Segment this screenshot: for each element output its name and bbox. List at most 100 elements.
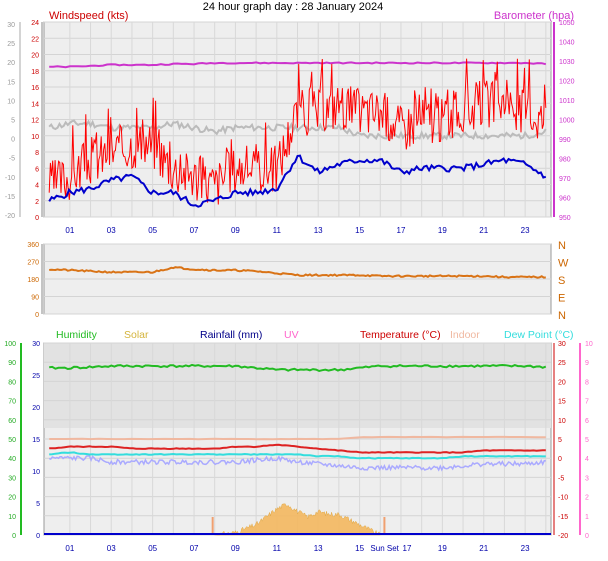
temp-tick-label: -20 bbox=[558, 533, 568, 540]
legend-item: Dew Point (°C) bbox=[504, 329, 574, 341]
temp-tick-label: 25 bbox=[558, 360, 566, 367]
temp-tick-label: 30 bbox=[558, 341, 566, 348]
grey-series-line bbox=[48, 119, 547, 141]
page-title: 24 hour graph day : 28 January 2024 bbox=[203, 1, 383, 13]
rain-tick-label: 0 bbox=[36, 533, 40, 540]
x-tick-label: 09 bbox=[231, 544, 240, 553]
temp-tick-label: -15 bbox=[558, 514, 568, 521]
compass-label: S bbox=[558, 275, 565, 287]
humidity-tick-label: 80 bbox=[8, 379, 16, 386]
wind-tick-label: 10 bbox=[31, 134, 39, 141]
x-tick-label: 03 bbox=[107, 544, 116, 553]
x-tick-label: 11 bbox=[273, 226, 282, 235]
legend-item: Temperature (°C) bbox=[360, 329, 441, 341]
uv-tick-label: 5 bbox=[585, 437, 589, 444]
sunset-label: Sun Set bbox=[370, 544, 399, 553]
x-tick-label: 03 bbox=[107, 226, 116, 235]
legend-item: Humidity bbox=[56, 329, 98, 341]
legend-item: Rainfall (mm) bbox=[200, 329, 262, 341]
wind-tick-label: 22 bbox=[31, 36, 39, 43]
baro-tick-label: 980 bbox=[559, 157, 571, 164]
outer-tick-label: 20 bbox=[7, 60, 15, 67]
baro-tick-label: 1050 bbox=[559, 20, 575, 27]
rain-tick-label: 10 bbox=[32, 469, 40, 476]
x-tick-label: 19 bbox=[438, 544, 447, 553]
outer-tick-label: 30 bbox=[7, 22, 15, 29]
uv-tick-label: 10 bbox=[585, 341, 593, 348]
outer-tick-label: 5 bbox=[11, 118, 15, 125]
x-tick-label: 09 bbox=[231, 226, 240, 235]
humidity-tick-label: 20 bbox=[8, 495, 16, 502]
rain-tick-label: 5 bbox=[36, 501, 40, 508]
x-tick-label: 21 bbox=[479, 226, 488, 235]
humidity-tick-label: 0 bbox=[12, 533, 16, 540]
x-tick-label: 17 bbox=[397, 226, 406, 235]
x-tick-label: 23 bbox=[521, 226, 530, 235]
compass-label: E bbox=[558, 293, 565, 305]
x-tick-label: 05 bbox=[148, 226, 157, 235]
x-tick-label: 05 bbox=[148, 544, 157, 553]
uv-tick-label: 4 bbox=[585, 456, 589, 463]
baro-tick-label: 1030 bbox=[559, 59, 575, 66]
x-tick-label: 11 bbox=[273, 544, 282, 553]
temp-tick-label: 5 bbox=[558, 437, 562, 444]
wind-tick-label: 2 bbox=[35, 199, 39, 206]
uv-tick-label: 6 bbox=[585, 418, 589, 425]
wind-barometer-panel: 302520151050-5-10-15-2024222018161412108… bbox=[5, 10, 575, 235]
temp-tick-label: 10 bbox=[558, 418, 566, 425]
legend-item: Indoor bbox=[450, 329, 480, 341]
humidity-tick-label: 60 bbox=[8, 418, 16, 425]
humidity-tick-label: 70 bbox=[8, 399, 16, 406]
x-tick-label: 13 bbox=[314, 226, 323, 235]
barometer-line bbox=[49, 61, 547, 69]
uv-tick-label: 1 bbox=[585, 514, 589, 521]
x-tick-label: 21 bbox=[479, 544, 488, 553]
baro-tick-label: 960 bbox=[559, 196, 571, 203]
compass-label: W bbox=[558, 258, 569, 270]
x-tick-label: 15 bbox=[355, 226, 364, 235]
humidity-line bbox=[49, 363, 547, 373]
wind-gust-line bbox=[48, 58, 547, 205]
direction-tick-label: 180 bbox=[27, 277, 39, 284]
wind-tick-label: 14 bbox=[31, 101, 39, 108]
wind-tick-label: 18 bbox=[31, 69, 39, 76]
compass-label: N bbox=[558, 310, 566, 322]
baro-tick-label: 1040 bbox=[559, 40, 575, 47]
direction-tick-label: 90 bbox=[31, 295, 39, 302]
x-tick-label: 23 bbox=[521, 544, 530, 553]
wind-direction-line bbox=[49, 266, 546, 279]
x-tick-label: 07 bbox=[190, 226, 199, 235]
uv-tick-label: 8 bbox=[585, 379, 589, 386]
uv-tick-label: 0 bbox=[585, 533, 589, 540]
uv-tick-label: 7 bbox=[585, 399, 589, 406]
temperature-line bbox=[49, 443, 546, 454]
x-tick-label: 19 bbox=[438, 226, 447, 235]
outer-tick-label: -5 bbox=[9, 156, 15, 163]
humidity-tick-label: 50 bbox=[8, 437, 16, 444]
uv-tick-label: 3 bbox=[585, 475, 589, 482]
baro-tick-label: 1010 bbox=[559, 98, 575, 105]
legend-item: Solar bbox=[124, 329, 149, 341]
baro-tick-label: 950 bbox=[559, 215, 571, 222]
wind-tick-label: 0 bbox=[35, 215, 39, 222]
wind-tick-label: 12 bbox=[31, 118, 39, 125]
humidity-tick-label: 10 bbox=[8, 514, 16, 521]
temp-tick-label: -5 bbox=[558, 475, 564, 482]
wind-chill-line bbox=[48, 454, 546, 472]
rain-tick-label: 15 bbox=[32, 437, 40, 444]
baro-axis-label: Barometer (hpa) bbox=[494, 10, 574, 22]
wind-tick-label: 8 bbox=[35, 150, 39, 157]
x-tick-label: 01 bbox=[65, 226, 74, 235]
direction-tick-label: 270 bbox=[27, 260, 39, 267]
humidity-tick-label: 100 bbox=[4, 341, 16, 348]
uv-tick-label: 9 bbox=[585, 360, 589, 367]
x-tick-label: 13 bbox=[314, 544, 323, 553]
rain-tick-label: 25 bbox=[32, 373, 40, 380]
direction-tick-label: 360 bbox=[27, 242, 39, 249]
baro-tick-label: 970 bbox=[559, 176, 571, 183]
baro-tick-label: 1020 bbox=[559, 79, 575, 86]
wind-axis-label: Windspeed (kts) bbox=[49, 10, 128, 22]
wind-tick-label: 20 bbox=[31, 53, 39, 60]
wind-tick-label: 4 bbox=[35, 183, 39, 190]
